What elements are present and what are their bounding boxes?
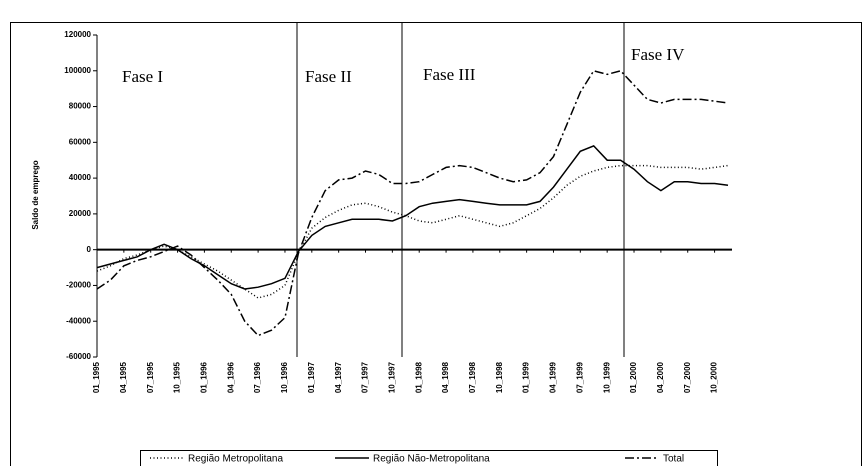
x-tick-label: 07_1999 xyxy=(575,361,584,393)
series-line xyxy=(96,164,729,299)
x-tick-label: 01_1995 xyxy=(92,361,101,393)
x-tick-label: 01_1997 xyxy=(307,361,316,393)
y-tick-label: -40000 xyxy=(66,316,91,325)
x-tick-label: 10_2000 xyxy=(710,361,719,393)
phase-label: Fase IV xyxy=(631,45,685,64)
x-tick-label: 10_1995 xyxy=(173,361,182,393)
x-tick-label: 10_1998 xyxy=(495,361,504,393)
x-tick-label: 07_1996 xyxy=(253,361,262,393)
x-tick-label: 04_1998 xyxy=(441,361,450,393)
y-tick-label: 60000 xyxy=(69,137,92,146)
chart-frame xyxy=(10,22,862,471)
phase-label: Fase II xyxy=(305,67,352,86)
x-tick-label: 01_1996 xyxy=(200,361,209,393)
y-tick-label: 120000 xyxy=(64,30,91,39)
x-tick-label: 04_1999 xyxy=(549,361,558,393)
x-tick-label: 10_1996 xyxy=(280,361,289,393)
x-tick-label: 07_1997 xyxy=(361,361,370,393)
x-tick-label: 01_2000 xyxy=(629,361,638,393)
phase-label: Fase III xyxy=(423,65,476,84)
y-tick-label: 20000 xyxy=(69,209,92,218)
x-tick-label: 04_2000 xyxy=(656,361,665,393)
y-axis-label: Saldo de emprego xyxy=(31,160,40,229)
y-tick-label: 100000 xyxy=(64,66,91,75)
y-tick-label: 80000 xyxy=(69,102,92,111)
legend-label: Região Metropolitana xyxy=(188,454,283,465)
legend-label: Região Não-Metropolitana xyxy=(373,454,490,465)
y-tick-label: 0 xyxy=(87,245,92,254)
x-tick-label: 01_1999 xyxy=(522,361,531,393)
y-tick-label: -20000 xyxy=(66,281,91,290)
x-tick-label: 07_1998 xyxy=(468,361,477,393)
x-tick-label: 04_1997 xyxy=(334,361,343,393)
phase-label: Fase I xyxy=(122,67,163,86)
y-tick-label: -60000 xyxy=(66,352,91,361)
x-tick-label: 10_1997 xyxy=(387,361,396,393)
x-tick-label: 07_2000 xyxy=(683,361,692,393)
series-line xyxy=(96,145,729,290)
x-tick-label: 04_1995 xyxy=(119,361,128,393)
series-line xyxy=(96,69,729,337)
x-tick-label: 07_1995 xyxy=(146,361,155,393)
x-tick-label: 01_1998 xyxy=(414,361,423,393)
legend-label: Total xyxy=(663,454,684,465)
y-tick-label: 40000 xyxy=(69,173,92,182)
x-tick-label: 10_1999 xyxy=(602,361,611,393)
x-tick-label: 04_1996 xyxy=(226,361,235,393)
